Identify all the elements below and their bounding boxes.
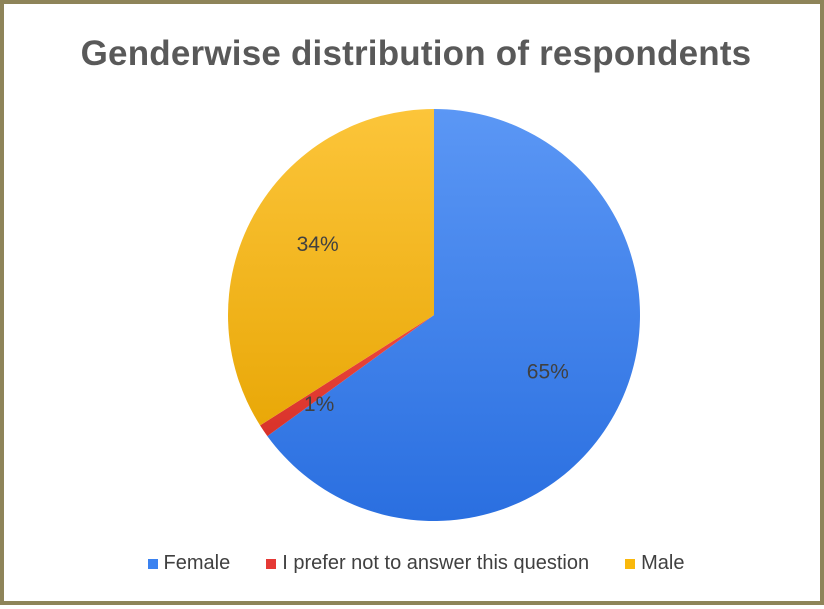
chart-legend: Female I prefer not to answer this questi…	[4, 552, 824, 575]
legend-swatch	[625, 558, 636, 569]
legend-label: Female	[163, 552, 231, 574]
data-label-female: 65%	[527, 361, 569, 384]
legend-label: Male	[641, 552, 685, 574]
legend-item-male: Male	[625, 552, 684, 575]
pie-slice-female	[267, 109, 640, 521]
legend-swatch	[266, 558, 277, 569]
pie-slice-i-prefer-not-to-answer-this-question	[260, 315, 434, 437]
legend-item-i-prefer-not-to-answer-this-question: I prefer not to answer this question	[266, 552, 589, 575]
chart-title: Genderwise distribution of respondents	[80, 34, 752, 73]
legend-swatch	[147, 558, 158, 569]
pie-chart: 65% 1% 34%	[228, 109, 640, 521]
data-label-male: 34%	[297, 233, 339, 256]
legend-item-female: Female	[147, 552, 231, 575]
pie-slice-male	[228, 109, 434, 426]
data-label-i-prefer-not-to-answer-this-question: 1%	[304, 393, 334, 416]
legend-label: I prefer not to answer this question	[282, 552, 590, 574]
